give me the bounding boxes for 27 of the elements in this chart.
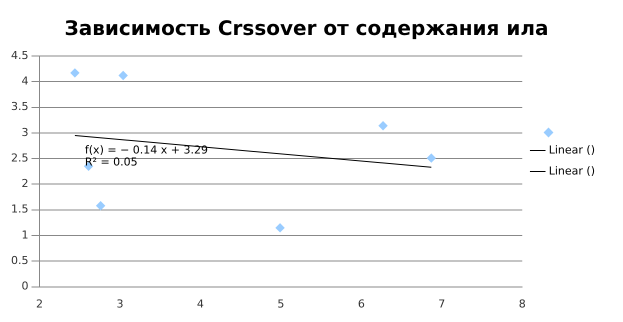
x-tick-label: 2 bbox=[36, 297, 43, 310]
y-tick-label: 3 bbox=[21, 126, 28, 139]
x-tick-label: 4 bbox=[196, 297, 204, 310]
y-tick-label: 2.5 bbox=[10, 151, 28, 164]
x-tick-label: 5 bbox=[277, 297, 284, 310]
y-tick-label: 0.5 bbox=[10, 254, 28, 268]
annotation: R² = 0.05 bbox=[84, 156, 138, 168]
legend-label: Linear () bbox=[548, 143, 596, 156]
point bbox=[96, 201, 106, 210]
y-tick-label: 3.5 bbox=[10, 100, 28, 114]
chart-title: Зависимость Crssover от содержания ила bbox=[64, 16, 549, 40]
y-tick-label: 1.5 bbox=[10, 202, 28, 216]
x-tick-label: 7 bbox=[438, 297, 446, 310]
point bbox=[378, 121, 388, 130]
y-tick-label: 0 bbox=[21, 280, 28, 293]
point bbox=[276, 223, 285, 232]
x-tick-label: 8 bbox=[518, 297, 526, 310]
y-tick-label: 4.5 bbox=[10, 48, 28, 62]
point bbox=[70, 68, 80, 78]
x-tick-label: 6 bbox=[358, 297, 365, 310]
point bbox=[118, 70, 128, 80]
y-tick-label: 2 bbox=[21, 177, 28, 190]
y-tick-label: 4 bbox=[21, 74, 28, 88]
legend-label: Linear () bbox=[548, 164, 596, 178]
y-tick-label: 1 bbox=[21, 228, 28, 242]
point bbox=[426, 154, 436, 163]
x-tick-label: 3 bbox=[116, 297, 124, 310]
